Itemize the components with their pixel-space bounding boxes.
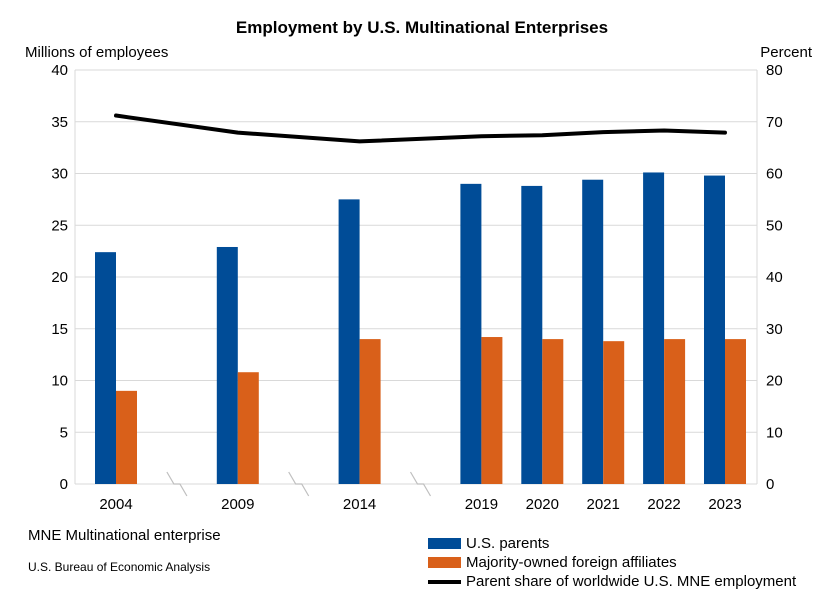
x-tick-label: 2023 xyxy=(708,496,741,513)
bar-foreign-affiliates-2009 xyxy=(237,372,259,484)
line-parent-share xyxy=(114,113,727,144)
legend-line-black xyxy=(428,579,461,584)
legend-label: Parent share of worldwide U.S. MNE emplo… xyxy=(466,573,797,590)
axis-break-marker xyxy=(288,471,310,497)
bar-us-parents-2021 xyxy=(582,179,604,484)
source-note: U.S. Bureau of Economic Analysis xyxy=(28,560,211,574)
legend-swatch-blue xyxy=(428,538,461,549)
bar-us-parents-2019 xyxy=(460,183,482,484)
bar-us-parents-2014 xyxy=(338,199,360,484)
left-tick-label: 25 xyxy=(51,217,68,234)
right-tick-label: 0 xyxy=(766,476,774,493)
right-tick-label: 30 xyxy=(766,321,783,338)
right-tick-label: 70 xyxy=(766,114,783,131)
legend: U.S. parents Majority-owned foreign affi… xyxy=(428,534,796,591)
footnote: MNE Multinational enterprise xyxy=(28,527,221,544)
legend-item-us-parents: U.S. parents xyxy=(428,534,796,553)
left-tick-label: 5 xyxy=(60,424,68,441)
right-axis-label: Percent xyxy=(760,44,813,61)
right-tick-label: 60 xyxy=(766,166,783,183)
chart-title: Employment by U.S. Multinational Enterpr… xyxy=(236,18,608,37)
left-tick-label: 15 xyxy=(51,321,68,338)
left-axis-label: Millions of employees xyxy=(25,44,168,61)
right-tick-label: 80 xyxy=(766,62,783,79)
bar-us-parents-2022 xyxy=(643,172,665,484)
x-tick-label: 2020 xyxy=(526,496,559,513)
bar-us-parents-2004 xyxy=(95,252,116,484)
legend-label: Majority-owned foreign affiliates xyxy=(466,554,677,571)
bar-foreign-affiliates-2014 xyxy=(359,339,381,484)
bar-us-parents-2009 xyxy=(216,246,238,484)
right-tick-label: 50 xyxy=(766,217,783,234)
right-tick-label: 40 xyxy=(766,269,783,286)
right-tick-label: 20 xyxy=(766,373,783,390)
axis-break-marker xyxy=(166,471,188,497)
bar-foreign-affiliates-2022 xyxy=(664,339,686,484)
left-tick-label: 0 xyxy=(60,476,68,493)
bar-foreign-affiliates-2004 xyxy=(116,390,137,484)
legend-swatch-orange xyxy=(428,557,461,568)
axis-break-marker xyxy=(409,471,432,497)
axis-break-gap xyxy=(167,472,187,492)
bar-foreign-affiliates-2021 xyxy=(603,341,625,484)
legend-item-foreign-affiliates: Majority-owned foreign affiliates xyxy=(428,553,796,572)
left-tick-label: 40 xyxy=(51,62,68,79)
x-tick-label: 2019 xyxy=(465,496,498,513)
bar-foreign-affiliates-2023 xyxy=(725,339,746,484)
x-tick-label: 2009 xyxy=(221,496,254,513)
x-tick-label: 2004 xyxy=(99,496,132,513)
left-tick-label: 10 xyxy=(51,373,68,390)
axis-break-gap xyxy=(411,472,431,492)
left-tick-label: 20 xyxy=(51,269,68,286)
axis-break-gap xyxy=(289,472,309,492)
legend-item-parent-share: Parent share of worldwide U.S. MNE emplo… xyxy=(428,572,796,591)
bar-foreign-affiliates-2020 xyxy=(542,339,564,484)
legend-label: U.S. parents xyxy=(466,535,550,552)
x-tick-label: 2014 xyxy=(343,496,376,513)
bar-foreign-affiliates-2019 xyxy=(481,337,503,484)
right-tick-label: 10 xyxy=(766,424,783,441)
left-tick-label: 30 xyxy=(51,166,68,183)
left-tick-label: 35 xyxy=(51,114,68,131)
bar-us-parents-2023 xyxy=(704,175,725,484)
x-tick-label: 2021 xyxy=(587,496,620,513)
x-tick-label: 2022 xyxy=(647,496,680,513)
bar-us-parents-2020 xyxy=(521,185,543,485)
